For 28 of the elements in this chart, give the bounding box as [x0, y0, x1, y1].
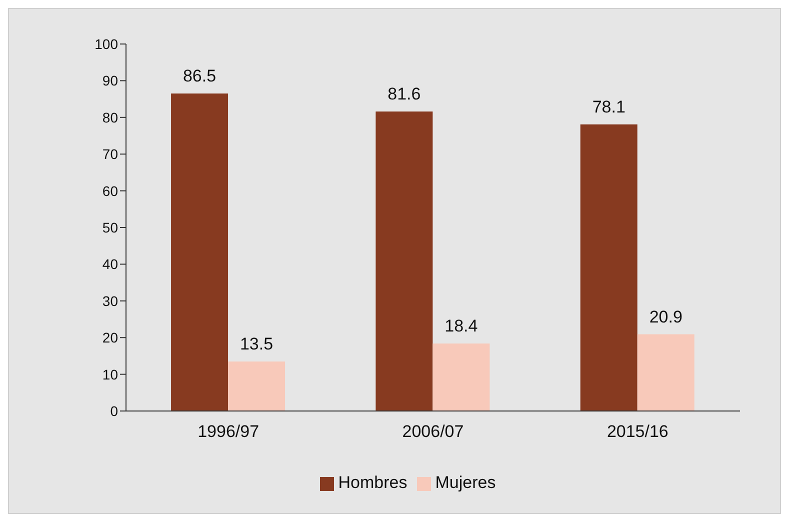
data-label: 13.5 — [240, 334, 274, 354]
data-label: 18.4 — [444, 316, 478, 336]
y-tick-label: 50 — [102, 219, 118, 236]
y-tick-label: 30 — [102, 292, 118, 309]
bar — [432, 343, 490, 411]
y-tick-label: 20 — [102, 330, 118, 346]
legend-label: Mujeres — [435, 473, 496, 492]
y-tick-label: 80 — [102, 109, 118, 126]
y-tick-label: 70 — [102, 146, 118, 162]
y-tick-label: 10 — [102, 366, 118, 382]
x-tick-label: 2006/07 — [402, 422, 464, 442]
x-tick-label: 2015/16 — [606, 422, 668, 442]
data-label: 78.1 — [592, 97, 626, 116]
y-tick-label: 90 — [102, 72, 118, 89]
bar — [637, 334, 694, 411]
y-tick-label: 40 — [102, 256, 118, 272]
bar — [171, 94, 228, 411]
data-label: 86.5 — [182, 66, 216, 86]
data-label: 81.6 — [388, 84, 421, 104]
y-tick-label: 0 — [110, 402, 118, 419]
bar — [376, 112, 433, 411]
y-tick-label: 100 — [94, 36, 118, 52]
bar — [580, 124, 638, 411]
legend-label: Hombres — [338, 473, 408, 492]
bar — [228, 361, 286, 411]
x-tick-label: 1996/97 — [198, 422, 260, 442]
y-tick-label: 60 — [102, 182, 118, 199]
data-label: 20.9 — [649, 307, 682, 326]
